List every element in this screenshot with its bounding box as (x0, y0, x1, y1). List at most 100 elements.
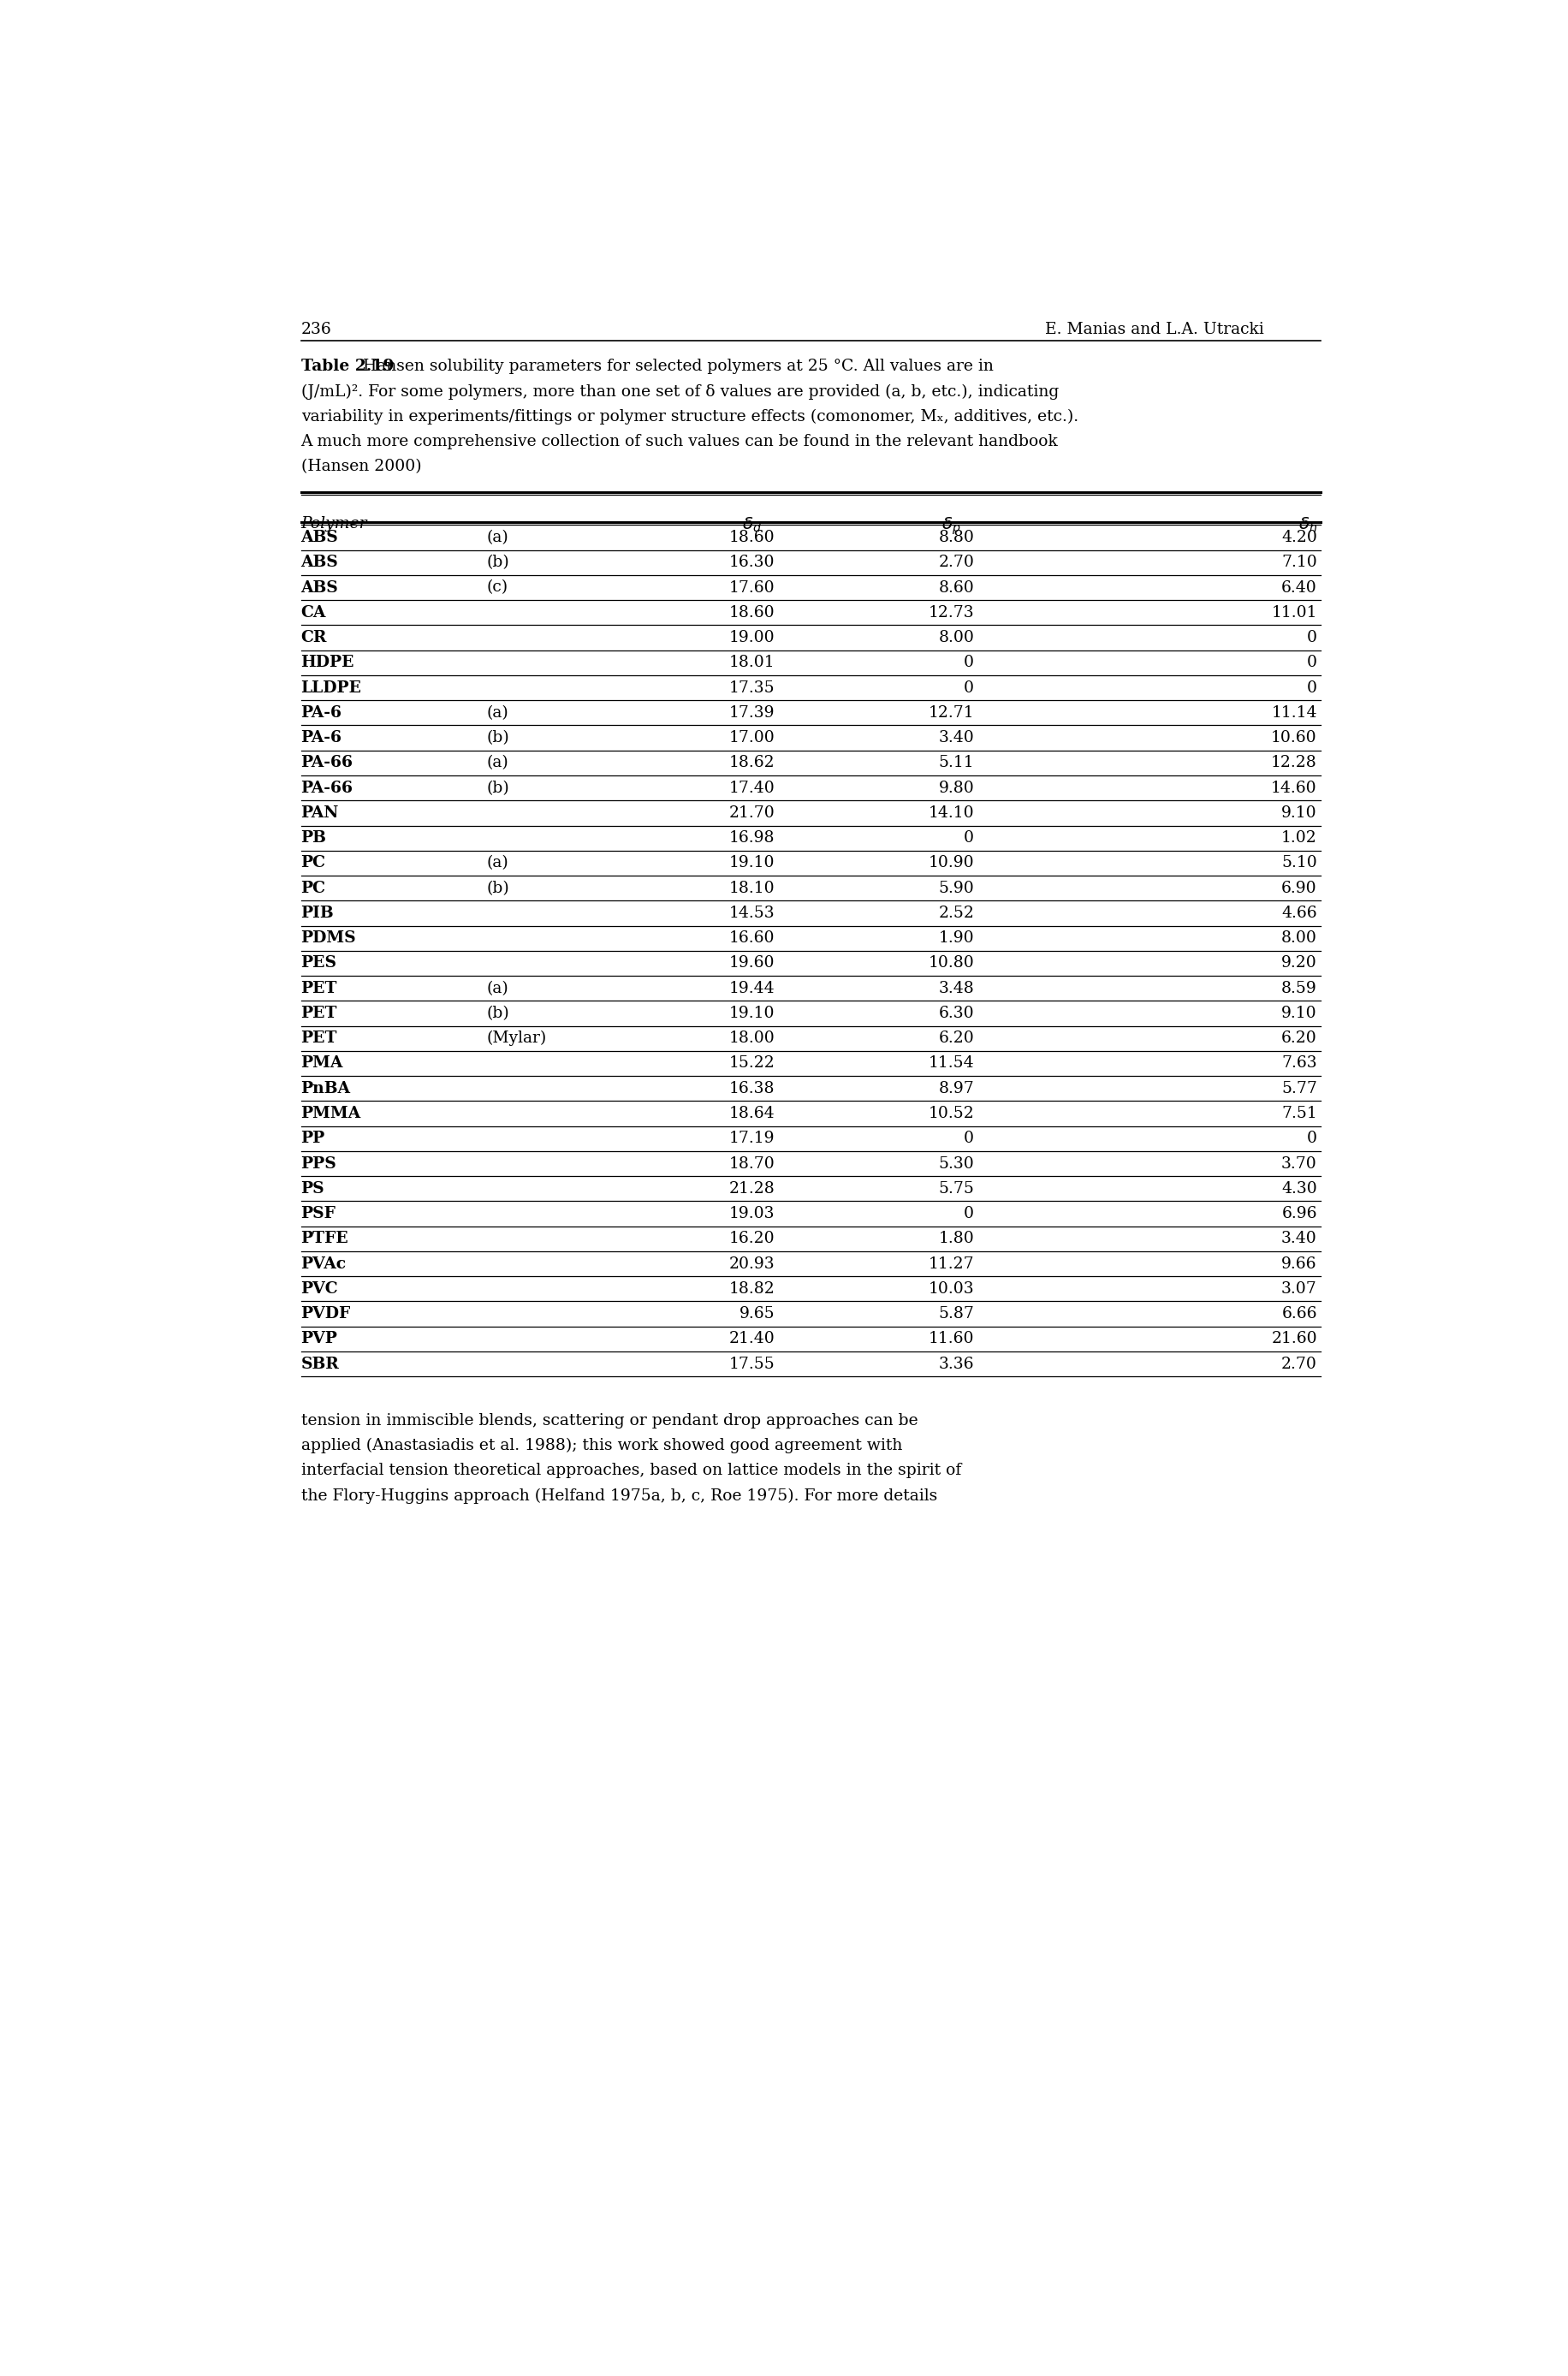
Text: 19.03: 19.03 (729, 1207, 775, 1221)
Text: tension in immiscible blends, scattering or pendant drop approaches can be: tension in immiscible blends, scattering… (301, 1414, 917, 1428)
Text: PMMA: PMMA (301, 1105, 361, 1121)
Text: 0: 0 (963, 1207, 974, 1221)
Text: 14.60: 14.60 (1270, 779, 1317, 796)
Text: 8.97: 8.97 (938, 1081, 974, 1095)
Text: 0: 0 (1306, 680, 1317, 696)
Text: 9.10: 9.10 (1281, 1005, 1317, 1022)
Text: 0: 0 (1306, 656, 1317, 670)
Text: 8.00: 8.00 (938, 630, 974, 646)
Text: 19.44: 19.44 (729, 981, 775, 996)
Text: PSF: PSF (301, 1207, 336, 1221)
Text: 17.39: 17.39 (729, 706, 775, 720)
Text: variability in experiments/fittings or polymer structure effects (comonomer, Mₓ,: variability in experiments/fittings or p… (301, 409, 1077, 425)
Text: interfacial tension theoretical approaches, based on lattice models in the spiri: interfacial tension theoretical approach… (301, 1464, 961, 1478)
Text: 12.28: 12.28 (1270, 756, 1317, 770)
Text: $\delta_p$: $\delta_p$ (941, 516, 960, 537)
Text: the Flory-Huggins approach (Helfand 1975a, b, c, Roe 1975). For more details: the Flory-Huggins approach (Helfand 1975… (301, 1487, 936, 1504)
Text: Hansen solubility parameters for selected polymers at 25 °C. All values are in: Hansen solubility parameters for selecte… (358, 359, 993, 375)
Text: $\delta_h$: $\delta_h$ (1297, 516, 1317, 535)
Text: 5.75: 5.75 (938, 1181, 974, 1198)
Text: 16.98: 16.98 (729, 829, 775, 846)
Text: (Mylar): (Mylar) (486, 1031, 547, 1045)
Text: 16.38: 16.38 (729, 1081, 775, 1095)
Text: CR: CR (301, 630, 326, 646)
Text: 6.30: 6.30 (938, 1005, 974, 1022)
Text: 14.53: 14.53 (729, 905, 775, 922)
Text: 19.10: 19.10 (729, 855, 775, 872)
Text: 9.80: 9.80 (938, 779, 974, 796)
Text: 6.20: 6.20 (938, 1031, 974, 1045)
Text: 4.30: 4.30 (1281, 1181, 1317, 1198)
Text: 3.07: 3.07 (1281, 1281, 1317, 1297)
Text: 3.40: 3.40 (1281, 1231, 1317, 1247)
Text: (b): (b) (486, 729, 510, 746)
Text: 19.60: 19.60 (729, 955, 775, 972)
Text: PC: PC (301, 881, 326, 896)
Text: PPS: PPS (301, 1157, 337, 1171)
Text: 10.52: 10.52 (928, 1105, 974, 1121)
Text: 0: 0 (963, 1131, 974, 1145)
Text: 10.90: 10.90 (928, 855, 974, 872)
Text: 10.80: 10.80 (928, 955, 974, 972)
Text: PVDF: PVDF (301, 1307, 351, 1321)
Text: PAN: PAN (301, 805, 339, 820)
Text: 18.10: 18.10 (729, 881, 775, 896)
Text: (b): (b) (486, 556, 510, 570)
Text: (c): (c) (486, 580, 508, 596)
Text: 9.20: 9.20 (1281, 955, 1317, 972)
Text: 18.70: 18.70 (729, 1157, 775, 1171)
Text: PIB: PIB (301, 905, 334, 922)
Text: 7.10: 7.10 (1281, 556, 1317, 570)
Text: PA-66: PA-66 (301, 756, 353, 770)
Text: (a): (a) (486, 981, 508, 996)
Text: (b): (b) (486, 1005, 510, 1022)
Text: 3.40: 3.40 (938, 729, 974, 746)
Text: E. Manias and L.A. Utracki: E. Manias and L.A. Utracki (1044, 323, 1264, 337)
Text: 11.54: 11.54 (928, 1055, 974, 1072)
Text: ABS: ABS (301, 580, 339, 596)
Text: $\delta_d$: $\delta_d$ (742, 516, 762, 535)
Text: 20.93: 20.93 (729, 1257, 775, 1271)
Text: 2.70: 2.70 (938, 556, 974, 570)
Text: PET: PET (301, 981, 337, 996)
Text: ABS: ABS (301, 556, 339, 570)
Text: 11.01: 11.01 (1270, 606, 1317, 620)
Text: 19.00: 19.00 (729, 630, 775, 646)
Text: PA-66: PA-66 (301, 779, 353, 796)
Text: 1.02: 1.02 (1281, 829, 1317, 846)
Text: PP: PP (301, 1131, 325, 1145)
Text: 18.82: 18.82 (729, 1281, 775, 1297)
Text: 17.00: 17.00 (729, 729, 775, 746)
Text: 2.70: 2.70 (1281, 1357, 1317, 1371)
Text: 18.60: 18.60 (729, 606, 775, 620)
Text: 17.35: 17.35 (729, 680, 775, 696)
Text: 0: 0 (1306, 1131, 1317, 1145)
Text: 18.64: 18.64 (729, 1105, 775, 1121)
Text: 17.40: 17.40 (729, 779, 775, 796)
Text: 18.00: 18.00 (729, 1031, 775, 1045)
Text: LLDPE: LLDPE (301, 680, 362, 696)
Text: SBR: SBR (301, 1357, 339, 1371)
Text: 10.03: 10.03 (928, 1281, 974, 1297)
Text: PB: PB (301, 829, 326, 846)
Text: 5.30: 5.30 (938, 1157, 974, 1171)
Text: Table 2.19: Table 2.19 (301, 359, 394, 375)
Text: 10.60: 10.60 (1270, 729, 1317, 746)
Text: 6.20: 6.20 (1281, 1031, 1317, 1045)
Text: (b): (b) (486, 779, 510, 796)
Text: 1.80: 1.80 (938, 1231, 974, 1247)
Text: 3.48: 3.48 (938, 981, 974, 996)
Text: 6.40: 6.40 (1281, 580, 1317, 596)
Text: 236: 236 (301, 323, 331, 337)
Text: 3.70: 3.70 (1281, 1157, 1317, 1171)
Text: 17.55: 17.55 (729, 1357, 775, 1371)
Text: (a): (a) (486, 855, 508, 872)
Text: (a): (a) (486, 756, 508, 770)
Text: 21.70: 21.70 (729, 805, 775, 820)
Text: 5.77: 5.77 (1281, 1081, 1317, 1095)
Text: 7.63: 7.63 (1281, 1055, 1317, 1072)
Text: 21.60: 21.60 (1270, 1331, 1317, 1347)
Text: 0: 0 (1306, 630, 1317, 646)
Text: 8.60: 8.60 (938, 580, 974, 596)
Text: PTFE: PTFE (301, 1231, 348, 1247)
